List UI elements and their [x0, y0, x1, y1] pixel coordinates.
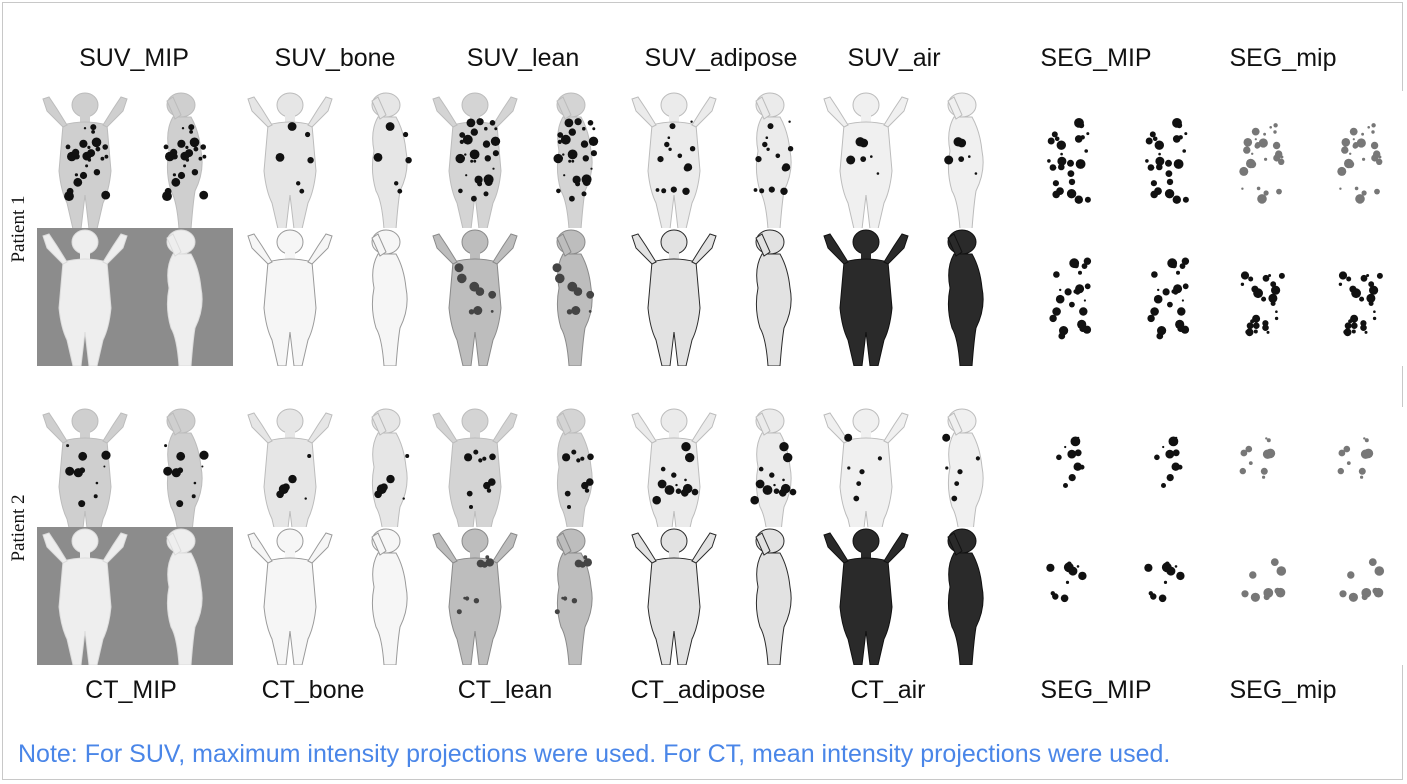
- scan-image-tile: [626, 527, 822, 665]
- scan-image-tile: [242, 527, 438, 665]
- row-label-patient-1: Patient 1: [8, 195, 29, 263]
- col-label-seg-mip-lower-bottom: SEG_mip: [1229, 676, 1337, 704]
- scan-image-tile: [1018, 527, 1214, 665]
- col-label-seg-mip-lower-top: SEG_mip: [1229, 44, 1337, 72]
- footnote: Note: For SUV, maximum intensity project…: [18, 740, 1171, 768]
- scan-image-tile: [1212, 407, 1407, 545]
- scan-image-tile: [242, 91, 438, 229]
- scan-image-tile: [818, 228, 1014, 366]
- scan-image-tile: [37, 91, 233, 229]
- scan-image-tile: [818, 407, 1014, 545]
- scan-image-tile: [818, 91, 1014, 229]
- scan-image-tile: [37, 407, 233, 545]
- col-label-ct-adipose: CT_adipose: [630, 676, 766, 704]
- scan-image-tile: [427, 228, 623, 366]
- scan-image-tile: [1212, 228, 1407, 366]
- col-label-ct-bone: CT_bone: [261, 676, 365, 704]
- scan-image-tile: [427, 527, 623, 665]
- scan-image-tile: [1018, 228, 1214, 366]
- col-label-suv-lean: SUV_lean: [466, 44, 580, 72]
- scan-image-tile: [37, 228, 233, 366]
- col-label-suv-air: SUV_air: [847, 44, 941, 72]
- col-label-seg-mip-top: SEG_MIP: [1040, 44, 1152, 72]
- scan-image-tile: [818, 527, 1014, 665]
- scan-image-tile: [1018, 407, 1214, 545]
- scan-image-tile: [1212, 527, 1407, 665]
- col-label-ct-mip: CT_MIP: [85, 676, 177, 704]
- scan-image-tile: [242, 407, 438, 545]
- scan-image-tile: [427, 91, 623, 229]
- scan-image-tile: [427, 407, 623, 545]
- scan-image-tile: [1212, 91, 1407, 229]
- col-label-suv-bone: SUV_bone: [274, 44, 396, 72]
- scan-image-tile: [626, 407, 822, 545]
- scan-image-tile: [1018, 91, 1214, 229]
- row-label-patient-2: Patient 2: [8, 494, 29, 562]
- scan-image-tile: [37, 527, 233, 665]
- scan-image-tile: [626, 91, 822, 229]
- col-label-ct-lean: CT_lean: [457, 676, 553, 704]
- col-label-ct-air: CT_air: [850, 676, 926, 704]
- col-label-suv-mip: SUV_MIP: [79, 44, 189, 72]
- col-label-seg-mip-bottom: SEG_MIP: [1040, 676, 1152, 704]
- scan-image-tile: [242, 228, 438, 366]
- col-label-suv-adipose: SUV_adipose: [644, 44, 798, 72]
- scan-image-tile: [626, 228, 822, 366]
